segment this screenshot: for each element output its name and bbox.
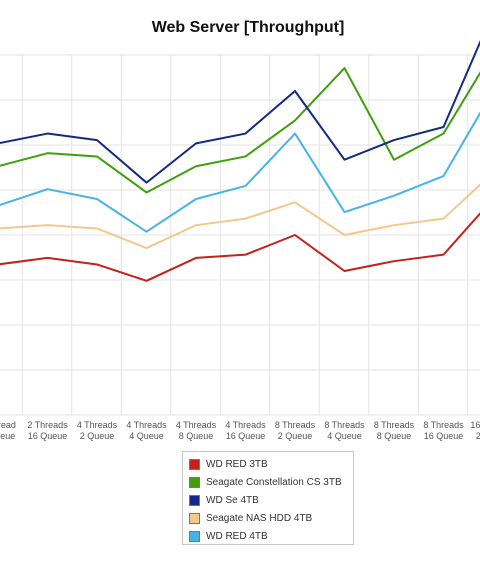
legend-swatch — [189, 512, 200, 524]
legend-swatch — [189, 530, 200, 542]
legend-label: Seagate Constellation CS 3TB — [206, 476, 342, 488]
x-tick-label: 8 Threads 16 Queue — [423, 420, 464, 441]
series-line-0 — [0, 212, 480, 282]
x-tick-label: 2 Threads 16 Queue — [27, 420, 68, 441]
series-lines — [0, 40, 480, 282]
legend-item: WD RED 4TB — [189, 527, 353, 545]
series-line-4 — [0, 111, 480, 233]
series-line-1 — [0, 67, 480, 194]
x-tick-label: 4 Threads 16 Queue — [225, 420, 266, 441]
x-tick-label: 4 Threads 8 Queue — [176, 420, 217, 441]
x-tick-label: 8 Threads 2 Queue — [275, 420, 316, 441]
legend-item: Seagate Constellation CS 3TB — [189, 473, 353, 491]
legend-swatch — [189, 458, 200, 470]
legend-label: Seagate NAS HDD 4TB — [206, 512, 313, 524]
x-tick-label: 8 Threads 8 Queue — [374, 420, 415, 441]
legend-item: Seagate NAS HDD 4TB — [189, 509, 353, 527]
legend-swatch — [189, 476, 200, 488]
x-tick-label: 4 Threads 2 Queue — [77, 420, 118, 441]
chart-legend: WD RED 3TB Seagate Constellation CS 3TB WD… — [182, 451, 354, 545]
x-tick-label: 1 Thread1 Queue — [0, 420, 16, 441]
series-line-3 — [0, 183, 480, 250]
legend-label: WD Se 4TB — [206, 494, 259, 506]
legend-item: WD Se 4TB — [189, 491, 353, 509]
series-line-2 — [0, 40, 480, 184]
chart-grid — [0, 54, 480, 416]
x-tick-label: 8 Threads 4 Queue — [324, 420, 365, 441]
x-tick-label: 4 Threads 4 Queue — [126, 420, 167, 441]
chart-title: Web Server [Throughput] — [151, 19, 345, 36]
legend-label: WD RED 4TB — [206, 530, 268, 542]
legend-item: WD RED 3TB — [189, 455, 353, 473]
legend-swatch — [189, 494, 200, 506]
legend-label: WD RED 3TB — [206, 458, 268, 470]
